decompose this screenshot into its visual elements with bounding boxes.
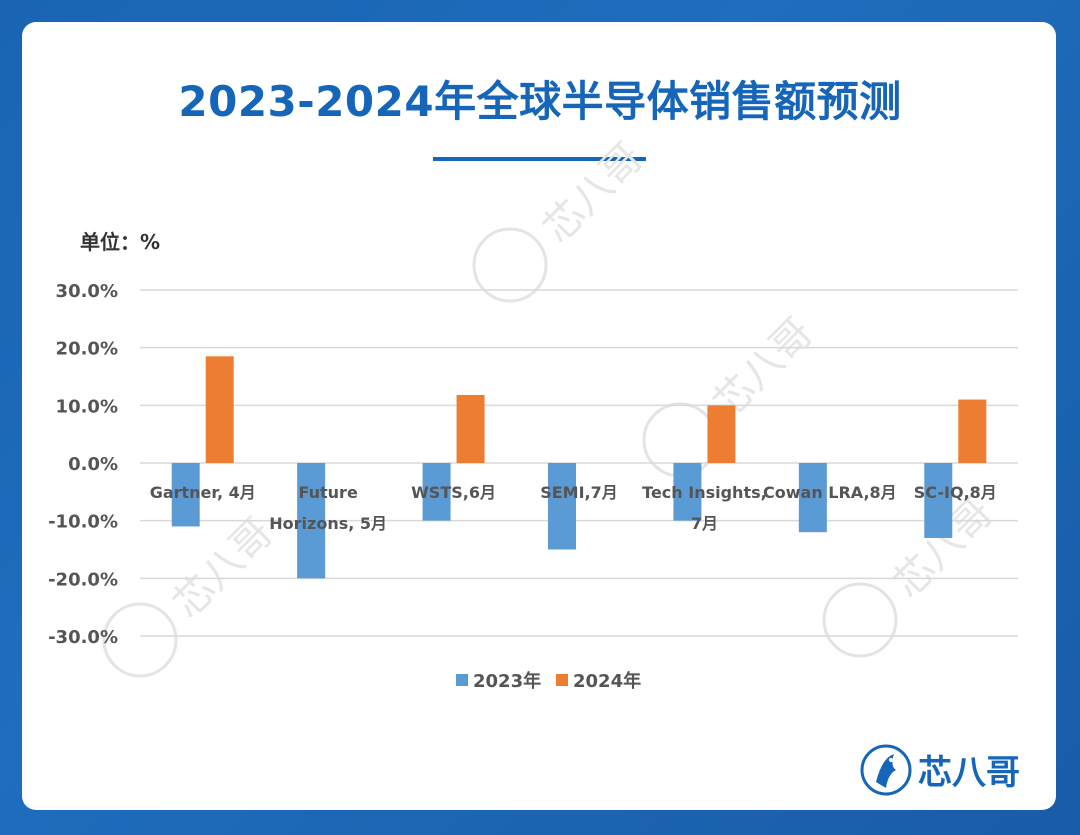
legend-label: 2023年 (473, 670, 541, 692)
bar-2024 (707, 405, 736, 463)
bar-2023 (924, 463, 953, 538)
bar-2023 (422, 463, 451, 521)
watermark-logo-icon (102, 602, 178, 678)
bar-2024 (205, 356, 234, 463)
title-underline (433, 157, 646, 161)
bar-2024 (958, 399, 987, 463)
watermark-logo-icon (472, 227, 548, 303)
y-tick-label: -20.0% (48, 569, 118, 590)
category-label: 7月 (691, 514, 718, 533)
category-label: Future (298, 483, 357, 502)
category-label: Cowan LRA,8月 (763, 483, 897, 502)
bar-2023 (171, 463, 200, 527)
y-tick-label: -30.0% (48, 627, 118, 648)
category-label: WSTS,6月 (411, 483, 496, 502)
legend-label: 2024年 (573, 670, 641, 692)
watermark-logo-icon (822, 582, 898, 658)
watermark-text: 芯八哥 (535, 135, 652, 252)
watermark-text: 芯八哥 (165, 510, 282, 627)
category-label: Gartner, 4月 (150, 483, 256, 502)
bar-2023 (798, 463, 827, 533)
bar-2024 (456, 394, 485, 463)
legend-swatch (456, 674, 468, 686)
y-tick-label: -10.0% (48, 512, 118, 533)
chart-card (22, 22, 1056, 810)
brand-logo-icon (860, 744, 912, 796)
category-label: SC-IQ,8月 (914, 483, 997, 502)
category-label: SEMI,7月 (540, 483, 618, 502)
unit-label: 单位：% (80, 230, 161, 254)
bar-2023 (297, 463, 326, 579)
y-tick-label: 10.0% (56, 396, 118, 417)
bar-2023 (673, 463, 702, 521)
brand-name: 芯八哥 (918, 753, 1020, 793)
chart-title: 2023-2024年全球半导体销售额预测 (178, 77, 902, 126)
category-label: Horizons, 5月 (269, 514, 387, 533)
category-label: Tech Insights, (642, 483, 767, 502)
y-tick-label: 20.0% (56, 339, 118, 360)
y-tick-label: 0.0% (68, 454, 118, 475)
y-tick-label: 30.0% (56, 281, 118, 302)
bar-2023 (548, 463, 576, 550)
legend-swatch (556, 674, 568, 686)
